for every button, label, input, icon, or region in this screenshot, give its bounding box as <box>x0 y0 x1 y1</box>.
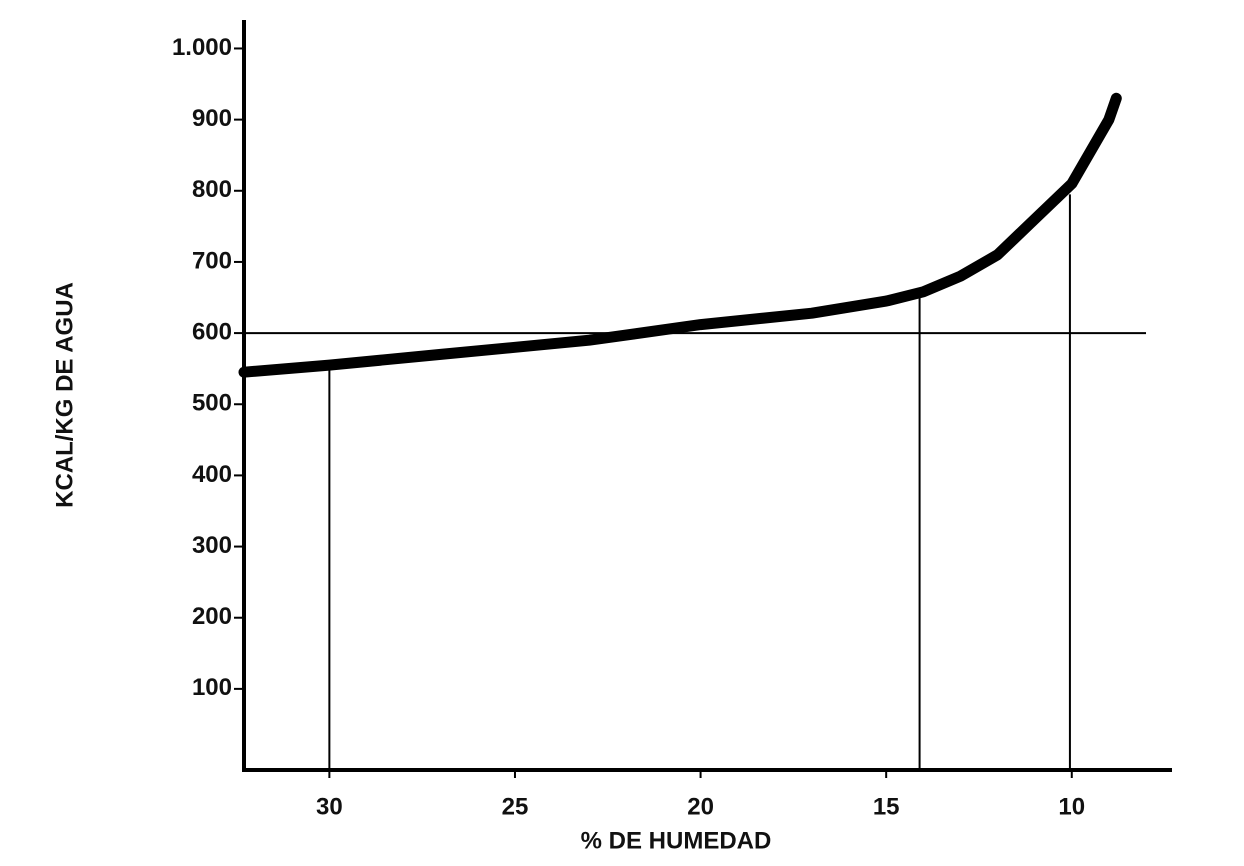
x-axis-title: % DE HUMEDAD <box>581 827 772 854</box>
y-tick-label: 600 <box>192 318 232 345</box>
y-tick-label: 400 <box>192 461 232 488</box>
curve <box>238 92 1122 378</box>
y-tick-label: 200 <box>192 603 232 630</box>
y-tick-label: 500 <box>192 390 232 417</box>
y-tick-label: 900 <box>192 105 232 132</box>
x-tick-label: 30 <box>316 793 343 820</box>
y-tick-label: 100 <box>192 674 232 701</box>
y-tick-label: 800 <box>192 176 232 203</box>
x-tick-label: 10 <box>1058 793 1085 820</box>
y-axis-title: KCAL/KG DE AGUA <box>51 282 78 508</box>
x-tick-label: 25 <box>502 793 529 820</box>
y-tick-label: 1.000 <box>172 34 232 61</box>
x-tick-label: 20 <box>687 793 714 820</box>
y-tick-label: 300 <box>192 532 232 559</box>
x-tick-label: 15 <box>873 793 900 820</box>
y-tick-label: 700 <box>192 247 232 274</box>
